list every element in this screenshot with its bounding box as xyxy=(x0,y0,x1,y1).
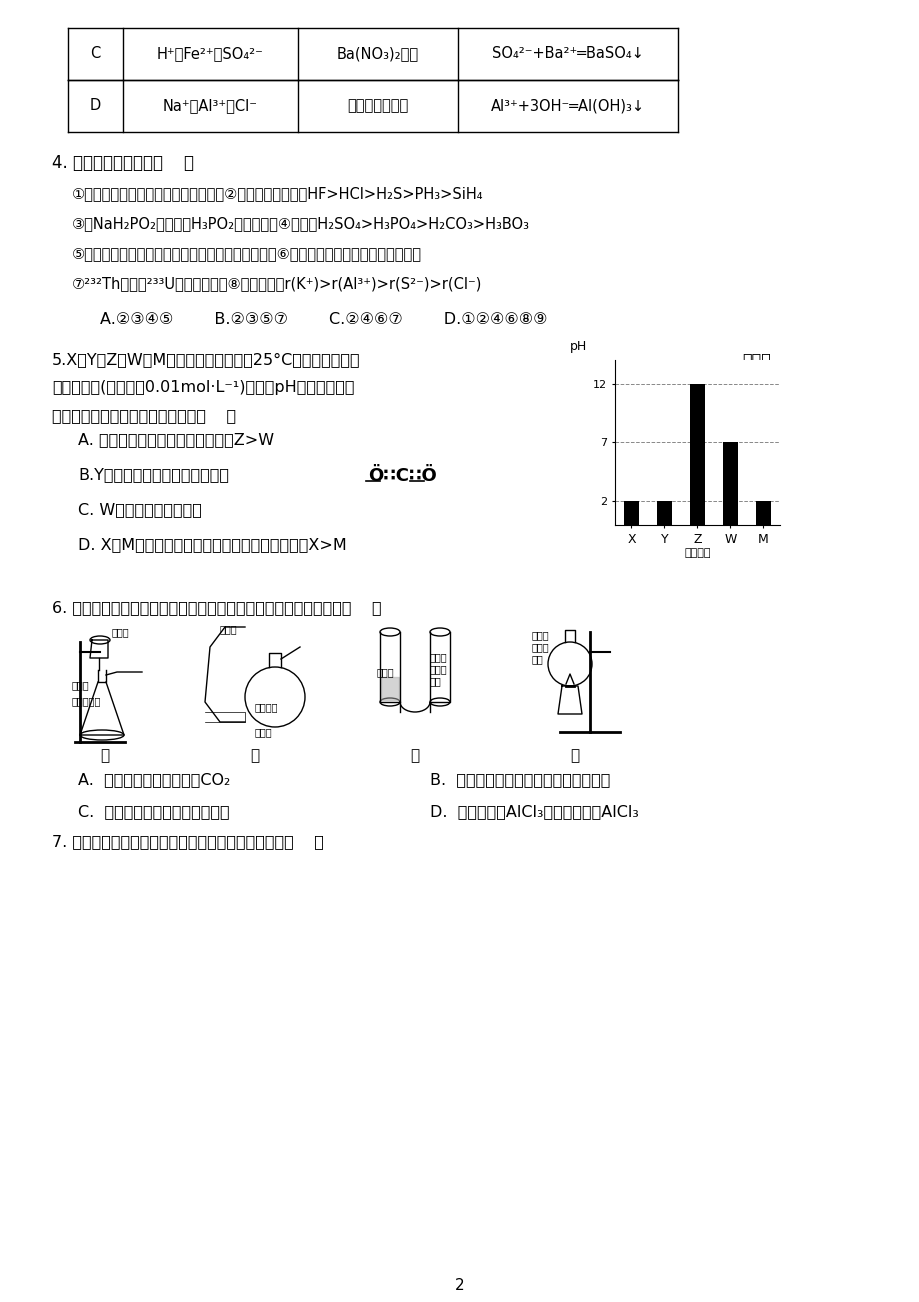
Text: B.Y的最高价氧化物的电子式为：: B.Y的最高价氧化物的电子式为： xyxy=(78,467,229,482)
Text: 石灰石: 石灰石 xyxy=(72,680,89,690)
Circle shape xyxy=(244,667,305,727)
Text: D: D xyxy=(90,99,101,113)
Text: 图所示。下列有关说法不正确的是（    ）: 图所示。下列有关说法不正确的是（ ） xyxy=(52,408,236,423)
Text: ⑤从海水中提取物质都必须通过化学反应才能实现。⑥酸性氧化物都能与水反应生成酸。: ⑤从海水中提取物质都必须通过化学反应才能实现。⑥酸性氧化物都能与水反应生成酸。 xyxy=(72,246,422,260)
Text: SO₄²⁻+Ba²⁺═BaSO₄↓: SO₄²⁻+Ba²⁺═BaSO₄↓ xyxy=(492,47,643,61)
Circle shape xyxy=(548,642,591,686)
Text: 干燥烧杯: 干燥烧杯 xyxy=(255,702,278,712)
Text: Al³⁺+3OH⁻═Al(OH)₃↓: Al³⁺+3OH⁻═Al(OH)₃↓ xyxy=(491,99,644,113)
Text: 甲: 甲 xyxy=(100,749,109,763)
Text: 5.X、Y、Z、W、M为短周期主族元素，25°C时，其最高价氧: 5.X、Y、Z、W、M为短周期主族元素，25°C时，其最高价氧 xyxy=(52,352,360,367)
Bar xyxy=(689,384,704,525)
Text: 通过的: 通过的 xyxy=(531,642,549,652)
Text: A. 最简单气态氢化物的热稳定性：Z>W: A. 最简单气态氢化物的热稳定性：Z>W xyxy=(78,432,274,447)
Text: A.  甲用于实验室制取少量CO₂: A. 甲用于实验室制取少量CO₂ xyxy=(78,772,230,786)
Ellipse shape xyxy=(380,628,400,635)
Text: 化物对: 化物对 xyxy=(742,352,770,367)
Text: C.  丙用于模拟生铁的电化学腔蚀: C. 丙用于模拟生铁的电化学腔蚀 xyxy=(78,805,230,819)
Text: 2: 2 xyxy=(455,1279,464,1293)
Text: Ba(NO₃)₂溶液: Ba(NO₃)₂溶液 xyxy=(336,47,419,61)
Text: 多孔塑料板: 多孔塑料板 xyxy=(72,697,101,706)
Ellipse shape xyxy=(80,730,124,740)
Bar xyxy=(722,443,737,525)
Text: 6. 用下列实验装置进行相应实验，设计正确且能达到实验目的的是（    ）: 6. 用下列实验装置进行相应实验，设计正确且能达到实验目的的是（ ） xyxy=(52,600,381,615)
Text: 红墨水: 红墨水 xyxy=(377,667,394,677)
Ellipse shape xyxy=(429,698,449,706)
Text: 稀硫酸: 稀硫酸 xyxy=(112,628,130,637)
Text: A.②③④⑤        B.②③⑤⑦        C.②④⑥⑦        D.①②④⑥⑧⑨: A.②③④⑤ B.②③⑤⑦ C.②④⑥⑦ D.①②④⑥⑧⑨ xyxy=(100,312,547,327)
Ellipse shape xyxy=(380,698,400,706)
Text: 铁粉: 铁粉 xyxy=(531,654,543,664)
Bar xyxy=(656,501,671,525)
Text: C. W的气态氢化物是强酸: C. W的气态氢化物是强酸 xyxy=(78,503,201,517)
Text: Na⁺、Al³⁺、Cl⁻: Na⁺、Al³⁺、Cl⁻ xyxy=(163,99,257,113)
Text: ⑦²³²Th转化成²³³U是化学变化。⑧微粒半径：r(K⁺)>r(Al³⁺)>r(S²⁻)>r(Cl⁻): ⑦²³²Th转化成²³³U是化学变化。⑧微粒半径：r(K⁺)>r(Al³⁺)>r… xyxy=(72,276,482,292)
Text: 关系如: 关系如 xyxy=(742,380,770,395)
Text: 食盐水: 食盐水 xyxy=(531,630,549,641)
Text: 丙: 丙 xyxy=(410,749,419,763)
Bar xyxy=(623,501,638,525)
Text: 丁: 丁 xyxy=(570,749,579,763)
Y-axis label: pH: pH xyxy=(570,340,586,353)
X-axis label: 原子半径: 原子半径 xyxy=(684,548,710,559)
Text: 7. 根据如下能量关系示意图分析，下列说法正确的是（    ）: 7. 根据如下能量关系示意图分析，下列说法正确的是（ ） xyxy=(52,835,323,849)
Text: B.  乙用于配制一定物质的量浓度的硫酸: B. 乙用于配制一定物质的量浓度的硫酸 xyxy=(429,772,609,786)
Text: 应的水化物(浓度均为0.01mol·L⁻¹)溶液的pH和原子半径的: 应的水化物(浓度均为0.01mol·L⁻¹)溶液的pH和原子半径的 xyxy=(52,380,354,395)
Text: 浓硫酸: 浓硫酸 xyxy=(220,624,237,634)
Text: 食盐水: 食盐水 xyxy=(429,652,448,661)
Text: 少量澄清石灰水: 少量澄清石灰水 xyxy=(347,99,408,113)
Text: D. X、M两种元素形成的简单离子半径大小顺序：X>M: D. X、M两种元素形成的简单离子半径大小顺序：X>M xyxy=(78,536,346,552)
Text: 乙: 乙 xyxy=(250,749,259,763)
Text: D.  丁用于蒸干AlCl₃溶液制备无水AlCl₃: D. 丁用于蒸干AlCl₃溶液制备无水AlCl₃ xyxy=(429,805,638,819)
Text: 4. 下列说法正确的是（    ）: 4. 下列说法正确的是（ ） xyxy=(52,154,194,172)
Text: ③由NaH₂PO₂是正盐知H₃PO₂是一元酸。④酸性：H₂SO₄>H₃PO₄>H₂CO₃>H₃BO₃: ③由NaH₂PO₂是正盐知H₃PO₂是一元酸。④酸性：H₂SO₄>H₃PO₄>H… xyxy=(72,216,529,230)
Text: C: C xyxy=(90,47,100,61)
Ellipse shape xyxy=(429,628,449,635)
Text: Ö∷C∷Ö: Ö∷C∷Ö xyxy=(368,467,437,486)
Text: H⁺、Fe²⁺、SO₄²⁻: H⁺、Fe²⁺、SO₄²⁻ xyxy=(157,47,264,61)
Bar xyxy=(755,501,770,525)
Text: 蒸馏水: 蒸馏水 xyxy=(255,727,272,737)
Text: 铁粉: 铁粉 xyxy=(429,676,441,686)
Text: 通过的: 通过的 xyxy=(429,664,448,674)
Ellipse shape xyxy=(90,635,110,644)
Text: ①发生了颜色变化的一定是化学变化。②氢化物的稳定性：HF>HCl>H₂S>PH₃>SiH₄: ①发生了颜色变化的一定是化学变化。②氢化物的稳定性：HF>HCl>H₂S>PH₃… xyxy=(72,186,483,201)
